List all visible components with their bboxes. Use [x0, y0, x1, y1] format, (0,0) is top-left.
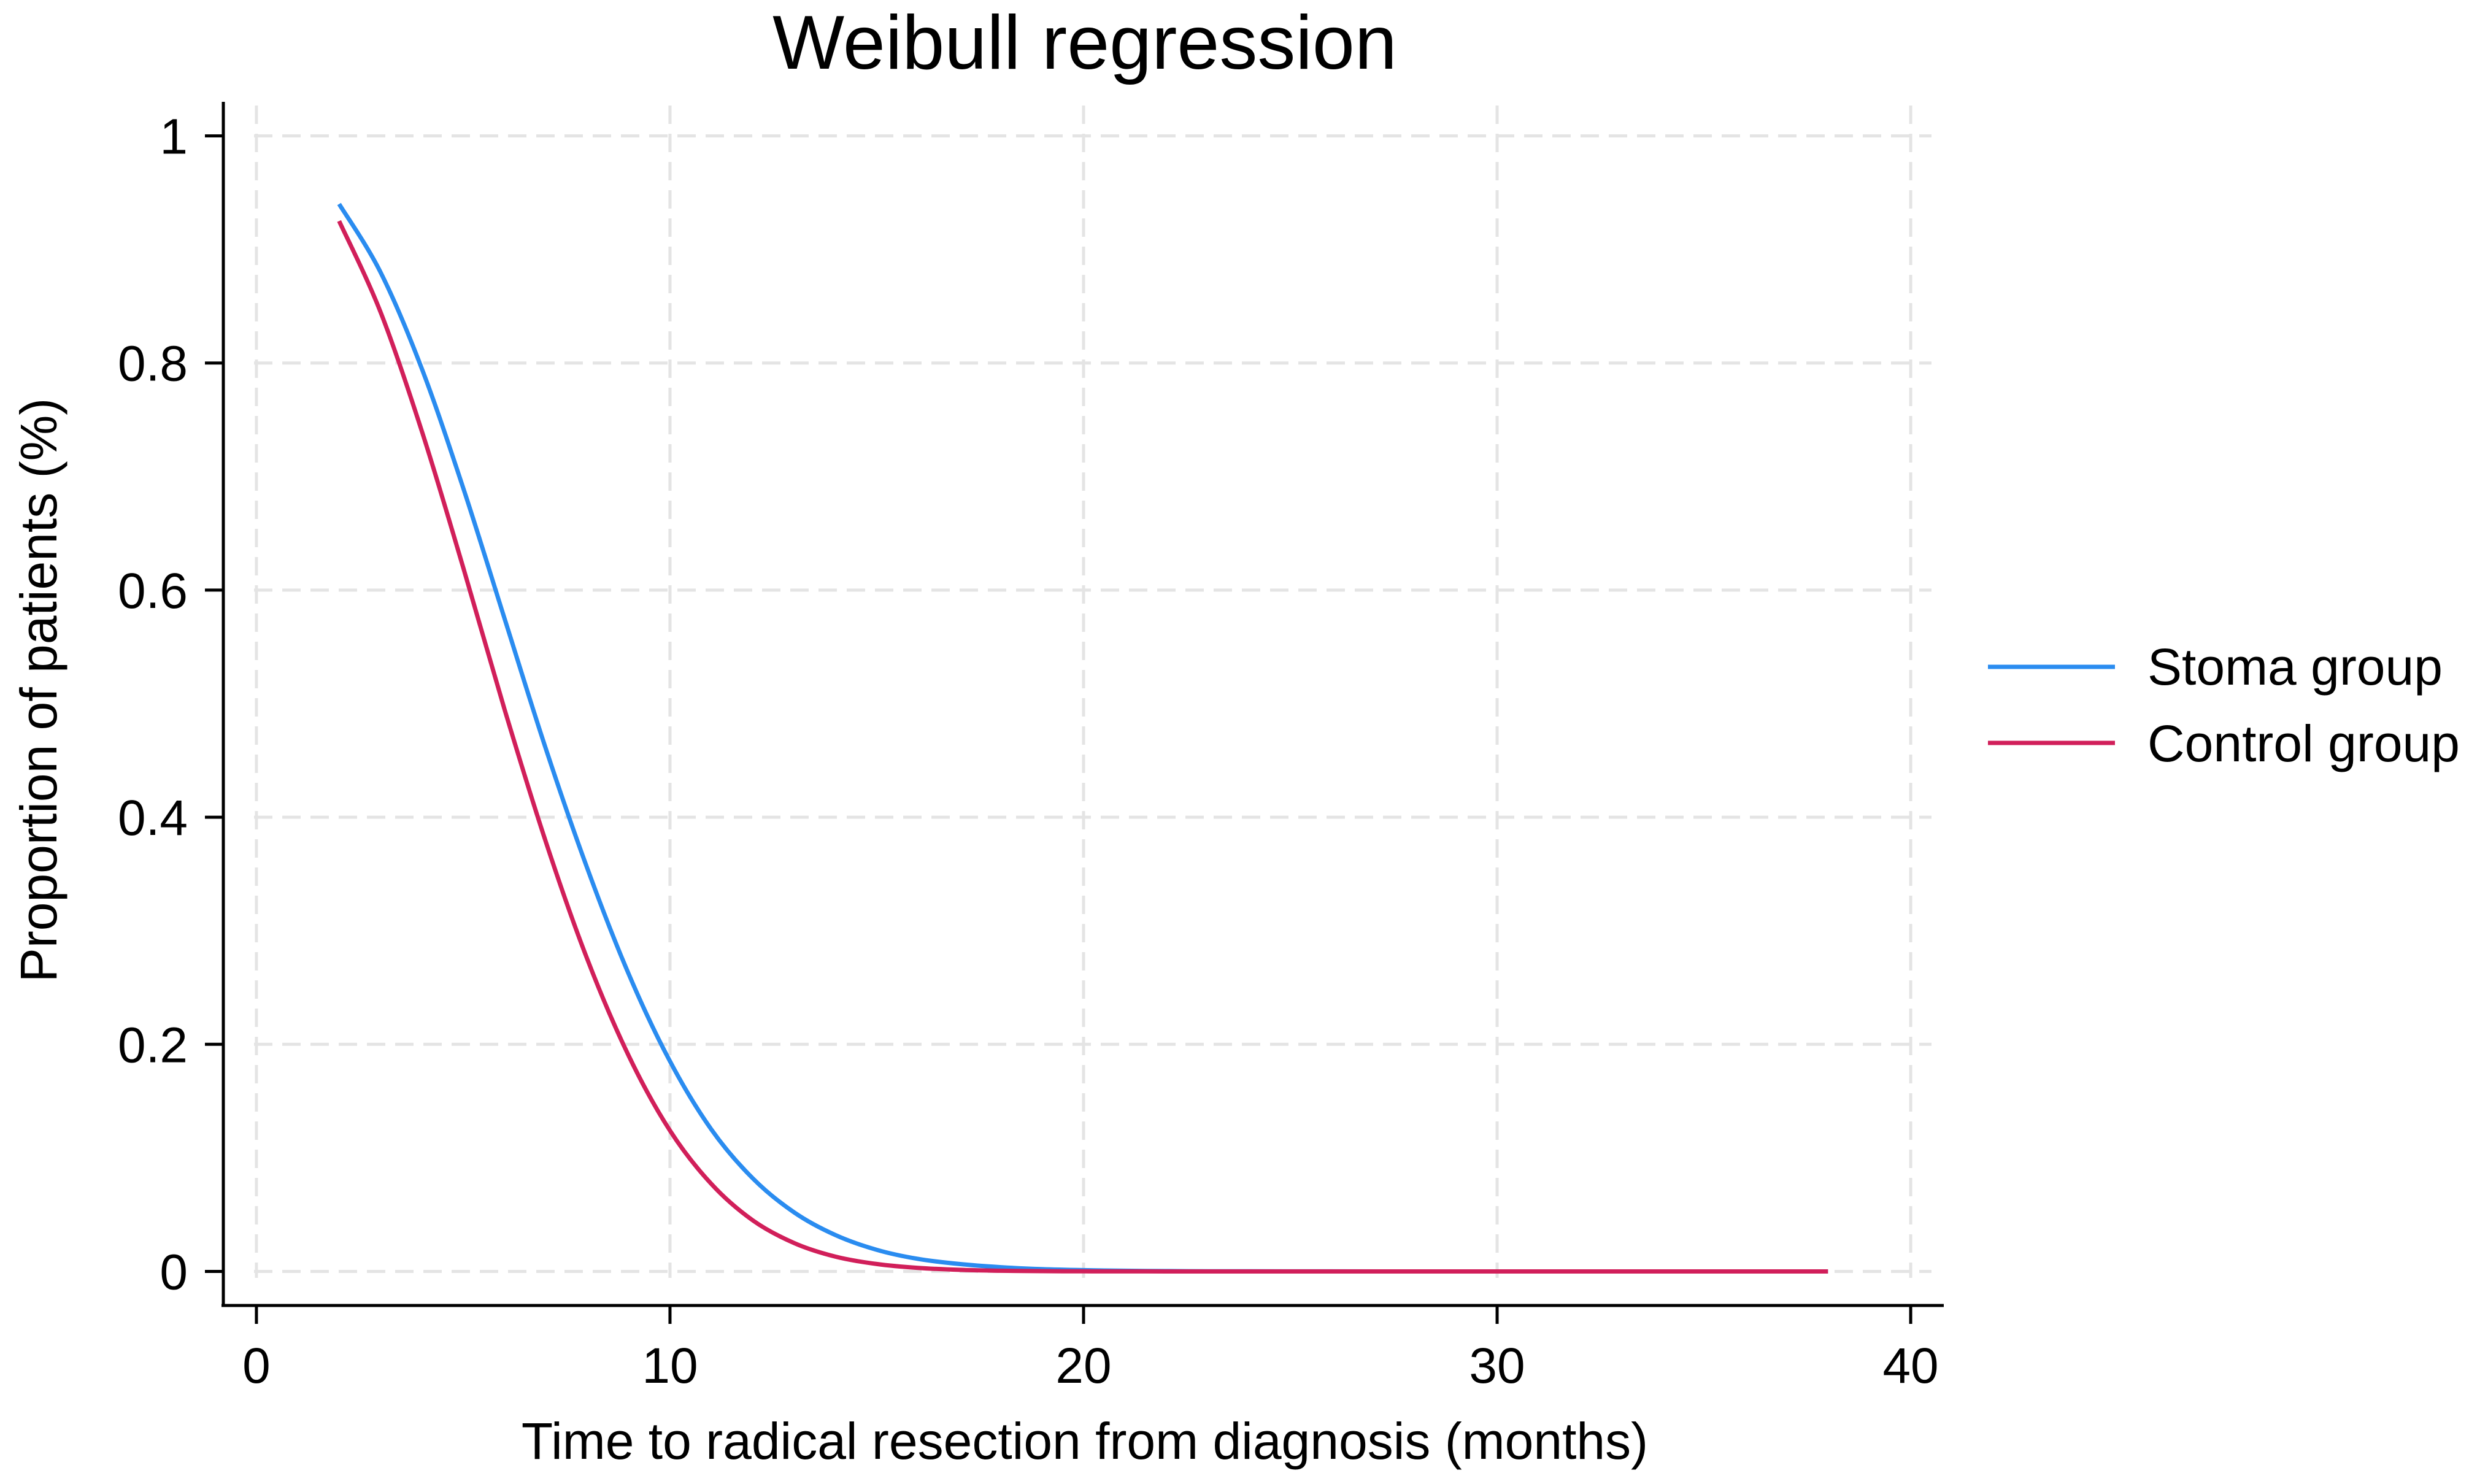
y-tick-label: 0.2 [118, 1017, 188, 1073]
y-tick-label: 1 [160, 109, 188, 165]
series-line-control-group [337, 220, 1828, 1274]
y-tick-label: 0.6 [118, 563, 188, 619]
plot-series [337, 202, 1828, 1274]
legend-label-control-group: Control group [2147, 715, 2460, 772]
legend: Stoma group Control group [1988, 638, 2460, 772]
y-tick-label: 0.4 [118, 790, 188, 846]
x-axis-label: Time to radical resection from diagnosis… [522, 1412, 1648, 1470]
x-tick-label: 40 [1882, 1338, 1938, 1394]
axis-ticks: 00.20.40.60.810 10 20 30 40 [118, 109, 1939, 1394]
x-tick-label: 30 [1469, 1338, 1525, 1394]
x-tick-label: 10 [642, 1338, 698, 1394]
x-tick-label: 20 [1055, 1338, 1111, 1394]
legend-label-stoma-group: Stoma group [2147, 638, 2443, 696]
y-axis-label: Proportion of patients (%) [10, 398, 67, 982]
y-tick-label: 0.8 [118, 336, 188, 392]
x-tick-label: 0 [242, 1338, 271, 1394]
y-tick-label: 0 [160, 1244, 188, 1300]
chart-title: Weibull regression [772, 1, 1397, 85]
